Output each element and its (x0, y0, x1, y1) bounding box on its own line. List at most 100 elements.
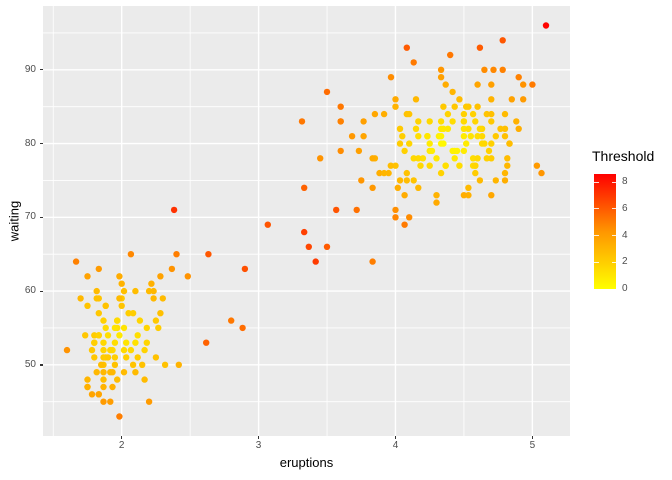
data-point (173, 251, 180, 258)
data-point (440, 125, 447, 132)
legend-colorbar (594, 174, 616, 289)
y-tick-label: 60 (24, 285, 36, 297)
x-tick-mark (258, 436, 260, 439)
plot-panel (43, 6, 570, 436)
data-point (91, 354, 98, 361)
data-point (419, 155, 427, 162)
data-point (148, 280, 155, 287)
data-point (104, 354, 112, 361)
legend-tick-label: 8 (622, 176, 628, 188)
data-point (403, 169, 410, 177)
data-point (442, 81, 449, 88)
data-point (437, 66, 445, 73)
data-point (170, 206, 178, 214)
data-point (460, 110, 468, 118)
data-point (451, 103, 458, 110)
data-point (84, 383, 91, 391)
data-point (132, 287, 139, 295)
data-point (401, 221, 408, 228)
data-point (396, 177, 404, 184)
data-point (463, 140, 470, 147)
y-tick-mark (40, 143, 43, 145)
y-tick-label: 70 (24, 211, 36, 223)
data-point (542, 22, 550, 29)
data-point (63, 346, 71, 354)
data-point (157, 310, 164, 317)
data-point (95, 332, 102, 339)
data-point (152, 354, 160, 361)
data-point (499, 66, 506, 73)
data-point (120, 324, 128, 332)
data-point (508, 96, 515, 103)
data-point (100, 317, 107, 324)
legend-tick-label: 0 (622, 283, 628, 294)
x-tick-mark (531, 436, 534, 439)
x-tick-mark (394, 436, 397, 439)
y-tick-label: 50 (24, 358, 36, 370)
data-point (488, 140, 495, 147)
data-point (410, 177, 417, 184)
data-point (406, 140, 413, 147)
data-point (415, 118, 422, 125)
data-point (127, 251, 135, 258)
data-point (481, 66, 488, 73)
data-point (392, 214, 399, 221)
data-point (437, 74, 445, 81)
data-point (501, 125, 509, 132)
data-point (440, 103, 447, 110)
data-point (476, 177, 484, 184)
data-point (444, 125, 452, 132)
data-point (175, 361, 182, 368)
data-point (93, 287, 100, 295)
data-point (82, 332, 89, 339)
legend-title: Threshold (592, 148, 655, 164)
data-point (109, 369, 116, 376)
data-point (401, 147, 408, 155)
data-point (123, 339, 130, 346)
data-point (132, 339, 139, 346)
data-point (145, 398, 153, 405)
data-point (333, 206, 340, 214)
x-tick-mark (121, 436, 123, 439)
data-point (476, 125, 484, 132)
data-point (152, 317, 160, 324)
data-point (203, 339, 210, 346)
data-point (88, 391, 96, 398)
data-point (91, 339, 98, 346)
data-point (460, 192, 468, 199)
data-point (84, 376, 91, 383)
data-point (433, 155, 440, 162)
y-tick-mark (40, 216, 43, 218)
data-point (520, 96, 527, 103)
data-point (437, 169, 445, 177)
data-point (84, 273, 91, 280)
data-point (392, 162, 399, 169)
data-point (317, 155, 324, 162)
data-point (433, 192, 440, 199)
data-point (447, 51, 454, 59)
data-point (437, 140, 445, 147)
data-point (460, 133, 468, 140)
data-point (515, 125, 522, 132)
data-point (428, 147, 436, 155)
colorbar-tick (594, 208, 599, 210)
data-point (415, 133, 422, 140)
data-point (392, 206, 399, 214)
legend-tick-label: 6 (622, 202, 628, 214)
data-point (100, 398, 107, 405)
data-point (157, 273, 164, 280)
data-point (77, 295, 84, 302)
data-point (392, 96, 399, 103)
data-point (107, 346, 114, 354)
data-point (501, 133, 509, 140)
data-point (474, 81, 481, 88)
data-point (387, 74, 395, 81)
data-point (485, 147, 493, 155)
data-point (488, 118, 495, 125)
data-point (100, 339, 107, 346)
data-point (403, 177, 410, 184)
data-point (385, 169, 392, 177)
data-point (492, 177, 499, 184)
data-point (111, 354, 119, 361)
data-point (492, 133, 499, 140)
